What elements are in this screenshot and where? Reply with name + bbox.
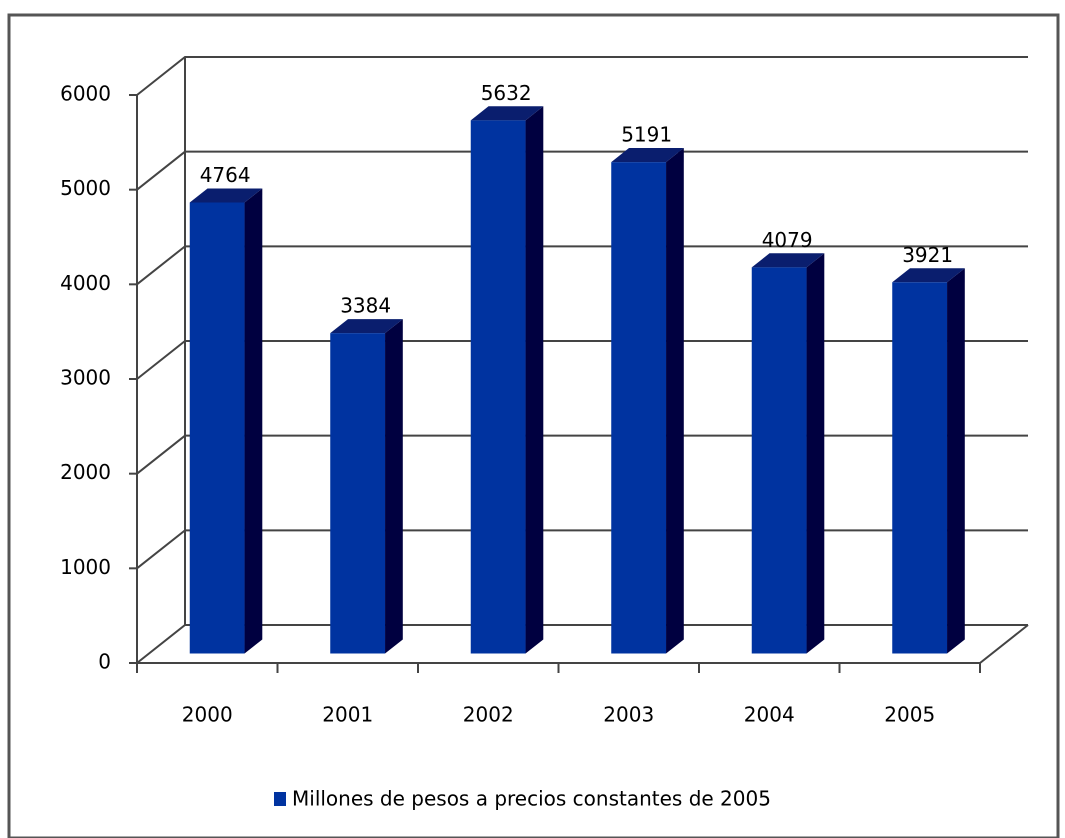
bar-front xyxy=(189,202,245,654)
grid-line xyxy=(136,624,1028,664)
grid-line xyxy=(136,434,1028,475)
bar xyxy=(611,148,684,654)
x-tick-label: 2003 xyxy=(603,703,654,727)
bar-front xyxy=(751,267,807,654)
grid-line xyxy=(136,529,1028,570)
y-tick-label: 5000 xyxy=(60,176,111,200)
bar-side xyxy=(244,188,263,654)
grid-line xyxy=(136,56,1028,96)
grid-line xyxy=(136,340,1028,380)
bar-top xyxy=(189,188,263,203)
x-tick-label: 2002 xyxy=(463,703,514,727)
legend-swatch xyxy=(274,792,286,806)
bar-top xyxy=(470,106,544,121)
bar xyxy=(470,106,544,654)
bar xyxy=(892,268,965,654)
x-tick-label: 2000 xyxy=(182,703,233,727)
y-tick-label: 0 xyxy=(98,650,111,674)
bar xyxy=(751,253,825,654)
y-tick-label: 6000 xyxy=(60,82,111,106)
value-label: 5191 xyxy=(621,123,672,147)
value-label: 3921 xyxy=(902,243,953,267)
bar-top xyxy=(611,148,684,163)
bar-top xyxy=(751,253,825,268)
value-label: 4764 xyxy=(200,163,251,187)
bar xyxy=(189,188,263,654)
bar-top xyxy=(330,319,403,334)
bar-top xyxy=(892,268,965,283)
bar-side xyxy=(525,106,544,654)
bar-side xyxy=(806,253,825,654)
x-tick-label: 2004 xyxy=(744,703,795,727)
value-label: 4079 xyxy=(762,228,813,252)
legend-label: Millones de pesos a precios constantes d… xyxy=(292,787,771,811)
bar-side xyxy=(947,268,965,654)
y-tick-label: 1000 xyxy=(60,555,111,579)
bar-front xyxy=(611,162,667,654)
bar-front xyxy=(330,333,386,654)
grid-line xyxy=(136,150,1028,191)
bar-side xyxy=(666,148,684,654)
bar-front xyxy=(892,282,948,654)
y-tick-label: 4000 xyxy=(60,271,111,295)
bar xyxy=(330,319,403,654)
x-tick-label: 2001 xyxy=(322,703,373,727)
bar-front xyxy=(470,120,526,654)
x-tick-label: 2005 xyxy=(884,703,935,727)
y-tick-label: 3000 xyxy=(60,366,111,390)
value-label: 3384 xyxy=(340,294,391,318)
grid-line xyxy=(136,245,1028,286)
y-tick-label: 2000 xyxy=(60,460,111,484)
bar-side xyxy=(385,319,403,654)
value-label: 5632 xyxy=(481,81,532,105)
